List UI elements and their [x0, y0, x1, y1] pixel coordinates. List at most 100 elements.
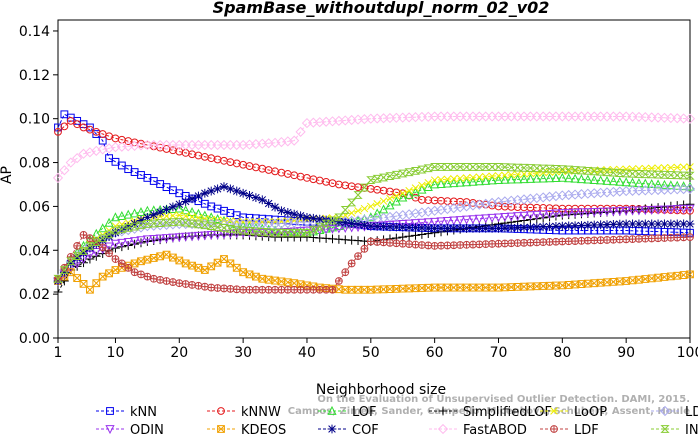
- data-point-loop: [469, 173, 477, 182]
- series-line-ldof: [57, 188, 691, 280]
- data-point-cof: [245, 191, 254, 200]
- data-point-ldf: [245, 285, 254, 294]
- legend-label-simplifiedlof: SimplifiedLOF: [463, 405, 552, 420]
- y-tick-label: 0.12: [19, 68, 50, 84]
- data-point-ldf: [373, 238, 382, 246]
- data-point-inflo: [53, 274, 63, 283]
- data-point-odin: [487, 213, 497, 223]
- data-point-odin: [602, 207, 612, 217]
- data-point-ldf: [303, 285, 311, 294]
- data-point-loop: [392, 192, 401, 200]
- x-tick-label: 20: [170, 345, 188, 361]
- data-point-ldf: [475, 240, 484, 249]
- data-point-kdeos: [379, 285, 388, 294]
- data-point-odin: [129, 237, 140, 247]
- data-point-cof: [315, 214, 325, 224]
- data-point-ldf: [226, 285, 235, 293]
- data-point-ldf: [628, 235, 637, 243]
- data-point-inflo: [295, 228, 306, 237]
- data-point-cof: [551, 221, 561, 231]
- data-point-kdeos: [105, 269, 113, 278]
- data-point-odin: [142, 235, 152, 245]
- chart-title: SpamBase_withoutdupl_norm_02_v02: [213, 0, 550, 17]
- data-point-lof: [334, 221, 344, 231]
- y-tick-label: 0.08: [19, 156, 50, 172]
- data-point-cof: [206, 186, 216, 196]
- data-point-inflo: [398, 169, 408, 178]
- data-point-inflo: [353, 191, 363, 199]
- data-point-kdeos: [181, 259, 190, 268]
- data-point-ldf: [500, 239, 509, 248]
- data-point-ldf: [175, 279, 184, 287]
- data-point-ldf: [296, 285, 305, 294]
- data-point-ldf: [513, 239, 522, 247]
- data-point-cof: [347, 219, 357, 228]
- data-point-lof: [615, 176, 625, 186]
- data-point-kdeos: [654, 273, 662, 282]
- data-point-ldf: [437, 241, 445, 250]
- data-point-inflo: [181, 218, 191, 227]
- data-point-inflo: [155, 219, 165, 227]
- data-point-fastabod: [640, 112, 651, 123]
- data-point-cof: [251, 193, 261, 203]
- data-point-ldf: [232, 285, 241, 294]
- data-point-ldf: [334, 277, 343, 285]
- data-point-kdeos: [679, 271, 688, 279]
- data-point-ldf: [251, 285, 260, 294]
- data-point-ldf: [590, 236, 599, 245]
- data-point-inflo: [149, 219, 159, 228]
- series-cof: [53, 182, 695, 286]
- series-line-fastabod: [57, 116, 691, 179]
- data-point-ldf: [424, 241, 433, 250]
- data-point-lof: [647, 178, 657, 188]
- data-point-cof: [353, 219, 363, 229]
- legend-label-knn: kNN: [130, 405, 157, 420]
- data-point-kdeos: [398, 284, 407, 293]
- data-point-lof: [570, 173, 580, 183]
- data-point-cof: [360, 220, 369, 230]
- data-point-ldf: [258, 285, 267, 294]
- data-point-inflo: [430, 163, 440, 171]
- data-point-inflo: [264, 228, 274, 237]
- data-point-odin: [564, 208, 574, 218]
- data-point-fastabod: [621, 111, 632, 122]
- data-point-lof: [110, 212, 121, 222]
- x-tick-label: 40: [298, 345, 316, 361]
- data-point-ldf: [641, 234, 650, 243]
- data-point-cof: [634, 219, 644, 229]
- data-point-cof: [411, 223, 420, 233]
- data-point-cof: [513, 223, 523, 233]
- data-point-loop: [488, 172, 496, 180]
- data-point-kdeos: [647, 274, 656, 283]
- data-point-cof: [615, 219, 625, 229]
- data-point-odin: [570, 208, 580, 218]
- data-point-cof: [404, 223, 414, 232]
- data-point-cof: [666, 219, 676, 229]
- data-point-odin: [532, 210, 542, 220]
- data-point-kdeos: [188, 261, 196, 270]
- data-point-odin: [576, 208, 587, 218]
- data-point-inflo: [372, 174, 382, 183]
- data-point-kdeos: [251, 272, 260, 281]
- data-point-inflo: [257, 227, 267, 236]
- data-point-cof: [270, 202, 280, 212]
- data-point-loop: [494, 171, 503, 180]
- data-point-lof: [659, 179, 670, 189]
- data-point-simplifiedlof: [685, 199, 695, 209]
- series-fastabod: [52, 111, 696, 184]
- data-point-odin: [608, 207, 619, 217]
- y-axis-label: AP: [0, 166, 15, 184]
- data-point-lof: [442, 178, 453, 188]
- data-point-ldf: [213, 284, 222, 292]
- data-point-cof: [79, 248, 88, 258]
- data-point-kdeos: [405, 284, 414, 293]
- data-point-loop: [667, 163, 675, 172]
- data-point-inflo: [653, 170, 663, 179]
- data-point-ldf: [449, 241, 458, 250]
- data-point-odin: [257, 228, 267, 238]
- legend-item-inflo: INFLO: [651, 423, 698, 434]
- data-point-ldf: [111, 255, 120, 263]
- data-point-ldf: [105, 249, 113, 258]
- data-point-knnw: [54, 127, 62, 136]
